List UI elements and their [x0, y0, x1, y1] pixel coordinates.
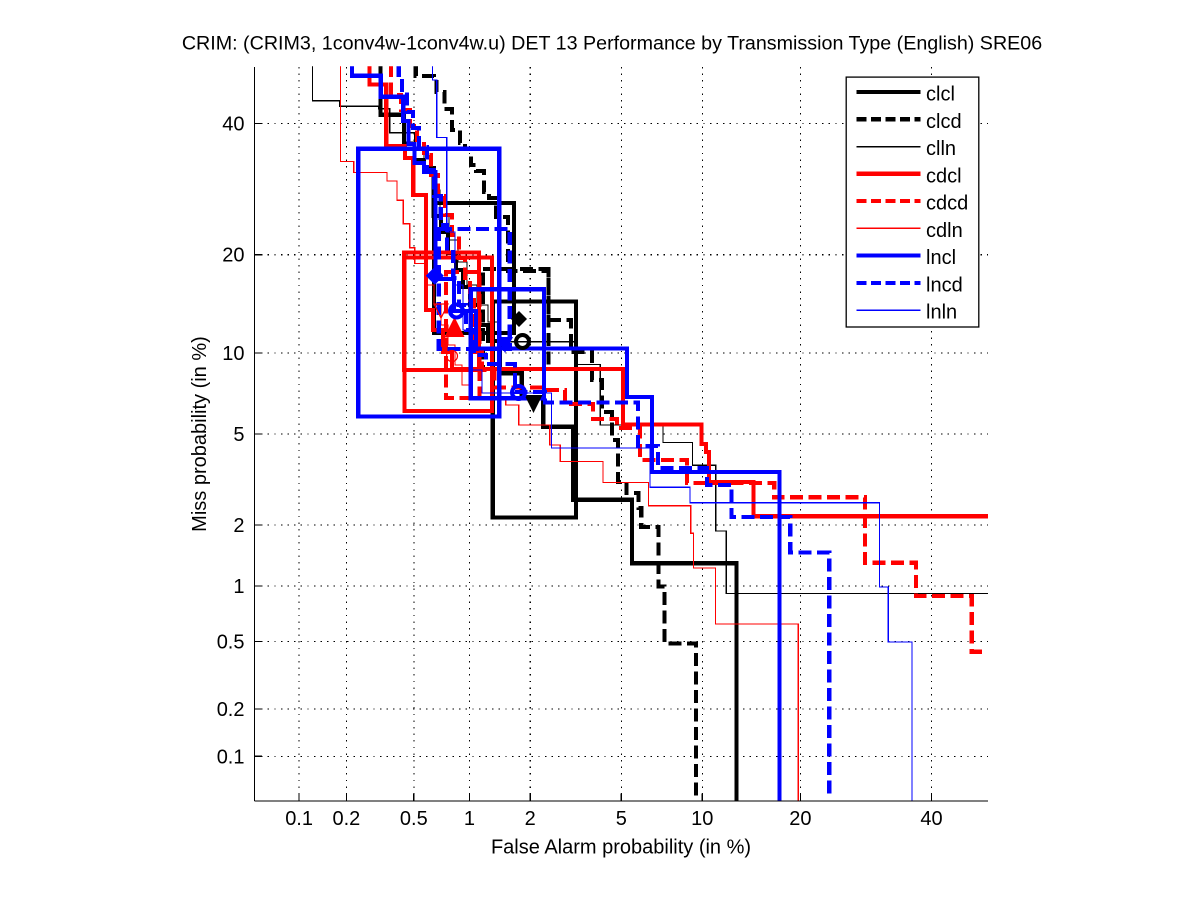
svg-text:0.2: 0.2 — [332, 808, 360, 830]
svg-text:0.5: 0.5 — [400, 808, 428, 830]
svg-text:5: 5 — [233, 424, 244, 446]
svg-text:CRIM: (CRIM3, 1conv4w-1conv4w.: CRIM: (CRIM3, 1conv4w-1conv4w.u) DET 13 … — [182, 33, 1042, 55]
svg-text:lnln: lnln — [926, 302, 957, 324]
svg-text:clln: clln — [926, 138, 956, 160]
svg-text:Miss probability (in %): Miss probability (in %) — [189, 336, 211, 532]
svg-text:1: 1 — [233, 576, 244, 598]
svg-text:False Alarm probability (in %): False Alarm probability (in %) — [491, 837, 751, 859]
svg-text:cdcl: cdcl — [926, 165, 962, 187]
svg-text:10: 10 — [691, 808, 713, 830]
svg-text:2: 2 — [525, 808, 536, 830]
svg-text:lncl: lncl — [926, 247, 956, 269]
svg-text:1: 1 — [464, 808, 475, 830]
svg-text:0.1: 0.1 — [217, 746, 245, 768]
svg-text:clcl: clcl — [926, 84, 955, 106]
svg-text:20: 20 — [789, 808, 811, 830]
svg-text:5: 5 — [616, 808, 627, 830]
svg-text:cdcd: cdcd — [926, 193, 968, 215]
svg-text:clcd: clcd — [926, 111, 962, 133]
svg-text:10: 10 — [222, 343, 244, 365]
svg-text:40: 40 — [920, 808, 942, 830]
svg-text:cdln: cdln — [926, 220, 963, 242]
svg-text:20: 20 — [222, 245, 244, 267]
svg-text:2: 2 — [233, 515, 244, 537]
svg-text:lncd: lncd — [926, 275, 963, 297]
svg-text:0.5: 0.5 — [217, 632, 245, 654]
svg-text:0.1: 0.1 — [285, 808, 313, 830]
svg-text:40: 40 — [222, 114, 244, 136]
svg-text:0.2: 0.2 — [217, 699, 245, 721]
